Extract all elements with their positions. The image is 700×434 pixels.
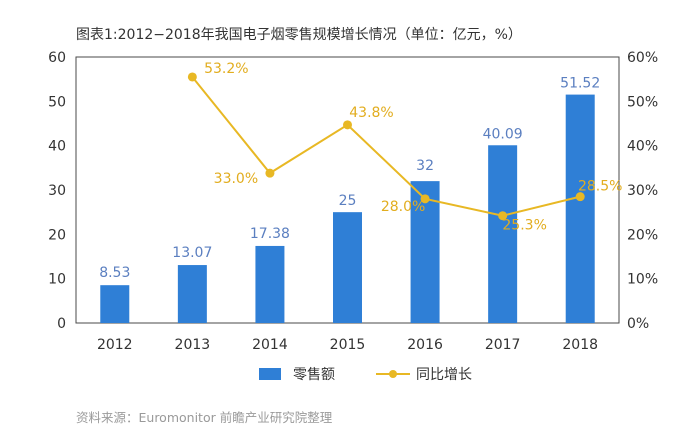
y-right-tick-label: 50% — [627, 94, 658, 110]
x-tick-label: 2013 — [175, 337, 211, 353]
bar — [100, 285, 130, 323]
bar-value-label: 32 — [416, 158, 434, 174]
bar-value-label: 51.52 — [560, 76, 600, 92]
bar — [333, 212, 362, 323]
left-axis: 0 10 20 30 40 50 60 — [48, 50, 66, 332]
growth-value-label: 28.0% — [381, 199, 425, 215]
growth-value-label: 33.0% — [214, 171, 258, 187]
y-left-tick-label: 10 — [48, 272, 66, 288]
y-right-tick-label: 60% — [627, 50, 658, 66]
legend-swatch-retail — [259, 368, 281, 380]
line-point — [187, 72, 197, 82]
chart-title: 图表1:2012−2018年我国电子烟零售规模增长情况（单位：亿元，%） — [76, 27, 522, 43]
y-right-tick-label: 30% — [627, 183, 658, 199]
bar — [255, 245, 285, 323]
y-left-tick-label: 60 — [48, 50, 66, 66]
x-tick-label: 2012 — [97, 337, 133, 353]
y-left-tick-label: 50 — [48, 94, 66, 110]
y-right-tick-label: 20% — [627, 227, 658, 243]
bar-value-label: 13.07 — [172, 245, 212, 261]
growth-value-label: 53.2% — [204, 61, 248, 77]
x-tick-label: 2017 — [485, 337, 521, 353]
x-tick-label: 2018 — [562, 337, 598, 353]
legend-marker-growth — [389, 370, 397, 378]
bar-value-label: 25 — [339, 193, 357, 209]
x-tick-label: 2014 — [252, 337, 288, 353]
growth-value-label: 25.3% — [502, 218, 546, 234]
y-left-tick-label: 20 — [48, 227, 66, 243]
growth-value-label: 43.8% — [349, 105, 393, 121]
bar — [177, 265, 207, 323]
y-right-tick-label: 0% — [627, 316, 649, 332]
line-point — [498, 211, 508, 221]
bar — [410, 181, 440, 323]
legend: 零售额 同比增长 — [259, 367, 472, 383]
bar — [565, 94, 595, 323]
legend-label-growth: 同比增长 — [416, 367, 472, 383]
x-tick-label: 2016 — [407, 337, 443, 353]
bar-value-label: 40.09 — [483, 126, 523, 142]
x-tick-label: 2015 — [330, 337, 366, 353]
y-right-tick-label: 40% — [627, 139, 658, 155]
line-point — [575, 192, 585, 202]
line-point — [420, 194, 430, 204]
right-axis: 0% 10% 20% 30% 40% 50% 60% — [627, 50, 658, 332]
legend-label-retail: 零售额 — [293, 367, 335, 383]
y-left-tick-label: 30 — [48, 183, 66, 199]
source-note: 资料来源：Euromonitor 前瞻产业研究院整理 — [76, 410, 333, 425]
line-point — [265, 168, 275, 178]
growth-line — [191, 76, 581, 217]
line-point — [343, 120, 352, 130]
x-axis: 2012 2013 2014 2015 2016 2017 2018 — [97, 337, 598, 353]
y-left-tick-label: 40 — [48, 139, 66, 155]
bar-series — [100, 94, 595, 323]
bar-value-label: 17.38 — [250, 226, 290, 242]
data-labels: 8.53 13.07 17.38 25 32 40.09 51.52 53.2% 33.0% 43… — [99, 61, 622, 281]
bar — [488, 145, 518, 323]
line-series — [187, 72, 585, 221]
y-right-tick-label: 10% — [627, 272, 658, 288]
y-left-tick-label: 0 — [57, 316, 66, 332]
growth-value-label: 28.5% — [578, 179, 622, 195]
bar-value-label: 8.53 — [99, 265, 130, 281]
